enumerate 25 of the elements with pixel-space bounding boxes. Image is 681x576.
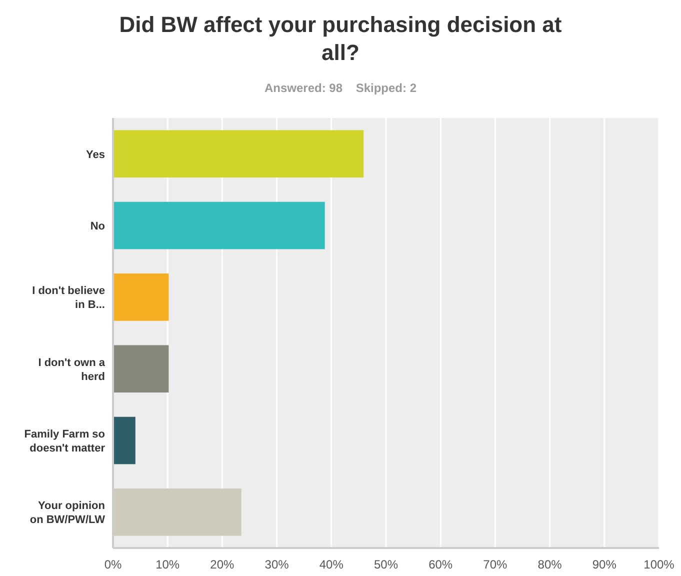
x-tick-label: 90% <box>592 558 617 572</box>
bar <box>113 345 169 392</box>
y-tick-label: Your opinion on BW/PW/LW <box>30 500 106 526</box>
bar <box>113 274 169 321</box>
y-tick-label: No <box>90 220 106 232</box>
bar <box>113 488 242 536</box>
y-tick-label: I don't own a herd <box>38 356 106 383</box>
x-tick-label: 100% <box>644 558 675 572</box>
y-tick-label: Family Farm so doesn't matter <box>24 428 106 454</box>
bar <box>113 416 136 464</box>
x-tick-label: 30% <box>264 558 290 572</box>
bar <box>113 202 325 250</box>
y-tick-label: I don't believe in B... <box>32 285 105 312</box>
x-tick-label: 40% <box>319 558 344 572</box>
chart-subtitle: Answered: 98 Skipped: 2 <box>264 81 417 95</box>
x-tick-label: 0% <box>104 558 122 572</box>
chart-title: Did BW affect your purchasing decision at all? <box>119 12 562 65</box>
x-tick-label: 70% <box>483 558 508 572</box>
x-tick-label: 50% <box>374 558 398 572</box>
y-tick-label: Yes <box>86 148 105 161</box>
bar <box>113 130 364 178</box>
x-tick-label: 10% <box>156 558 180 572</box>
x-tick-label: 80% <box>538 558 562 572</box>
x-tick-label: 60% <box>428 558 453 572</box>
x-tick-label: 20% <box>210 558 235 572</box>
